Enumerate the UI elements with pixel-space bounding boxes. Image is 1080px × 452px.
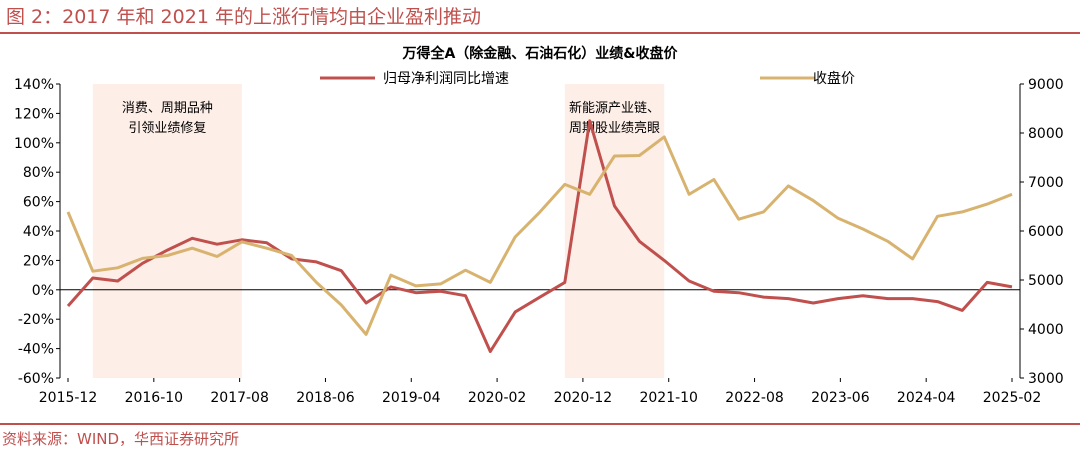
- x-tick-label: 2020-02: [468, 390, 527, 406]
- right-tick-label: 3000: [1028, 371, 1064, 387]
- shaded-periods: [92, 84, 665, 378]
- shaded-period-1: [92, 84, 242, 378]
- right-tick-label: 8000: [1028, 126, 1064, 142]
- x-tick-label: 2016-10: [125, 390, 184, 406]
- chart-title: 万得全A（除金融、石油石化）业绩&收盘价: [401, 45, 678, 62]
- shaded-period-2: [564, 84, 665, 378]
- left-tick-label: -60%: [18, 371, 54, 387]
- footer-rule: [0, 423, 1080, 425]
- right-tick-label: 4000: [1028, 322, 1064, 338]
- legend-label: 收盘价: [813, 70, 855, 87]
- x-tick-label: 2019-04: [382, 390, 441, 406]
- x-tick-label: 2022-08: [725, 390, 784, 406]
- legend-label: 归母净利润同比增速: [383, 70, 509, 87]
- shaded-period-2-label-line: 新能源产业链、: [569, 100, 660, 116]
- shaded-period-1-label-line: 消费、周期品种: [122, 101, 213, 116]
- source-note: 资料来源：WIND，华西证券研究所: [2, 430, 240, 448]
- left-tick-label: 0%: [32, 283, 54, 299]
- axes: -60% -40% -20% 0% 20% 40% 60% 80% 100% 120% 140% 30…: [14, 77, 1064, 406]
- shaded-period-2-label-line: 周期股业绩亮眼: [569, 120, 660, 136]
- x-tick-label: 2017-08: [210, 390, 269, 406]
- series-lines: [66, 119, 1013, 353]
- x-tick-label: 2023-06: [811, 390, 870, 406]
- right-tick-label: 9000: [1028, 77, 1064, 93]
- right-tick-label: 6000: [1028, 224, 1064, 240]
- x-tick-label: 2020-12: [554, 390, 613, 406]
- x-tick-label: 2021-10: [639, 390, 698, 406]
- x-tick-label: 2024-04: [897, 390, 956, 406]
- left-tick-label: -20%: [18, 312, 54, 328]
- left-tick-label: 40%: [23, 224, 54, 240]
- shaded-period-1-label-line: 引领业绩修复: [128, 121, 206, 136]
- series-line-close-price: [66, 135, 1013, 336]
- title-rule: [0, 32, 1080, 34]
- left-tick-label: 100%: [14, 136, 54, 152]
- x-tick-label: 2015-12: [39, 390, 98, 406]
- right-tick-label: 5000: [1028, 273, 1064, 289]
- x-tick-label: 2025-02: [983, 390, 1042, 406]
- x-tick-label: 2018-06: [296, 390, 355, 406]
- series-line-profit-growth: [66, 119, 1013, 353]
- left-tick-label: 20%: [23, 253, 54, 269]
- figure-title: 图 2：2017 年和 2021 年的上涨行情均由企业盈利推动: [6, 6, 481, 28]
- right-tick-label: 7000: [1028, 175, 1064, 191]
- left-tick-label: 60%: [23, 195, 54, 211]
- left-tick-label: 120%: [14, 106, 54, 122]
- legend: 归母净利润同比增速 收盘价: [320, 70, 855, 87]
- left-tick-label: 140%: [14, 77, 54, 93]
- left-tick-label: 80%: [23, 165, 54, 181]
- left-tick-label: -40%: [18, 342, 54, 358]
